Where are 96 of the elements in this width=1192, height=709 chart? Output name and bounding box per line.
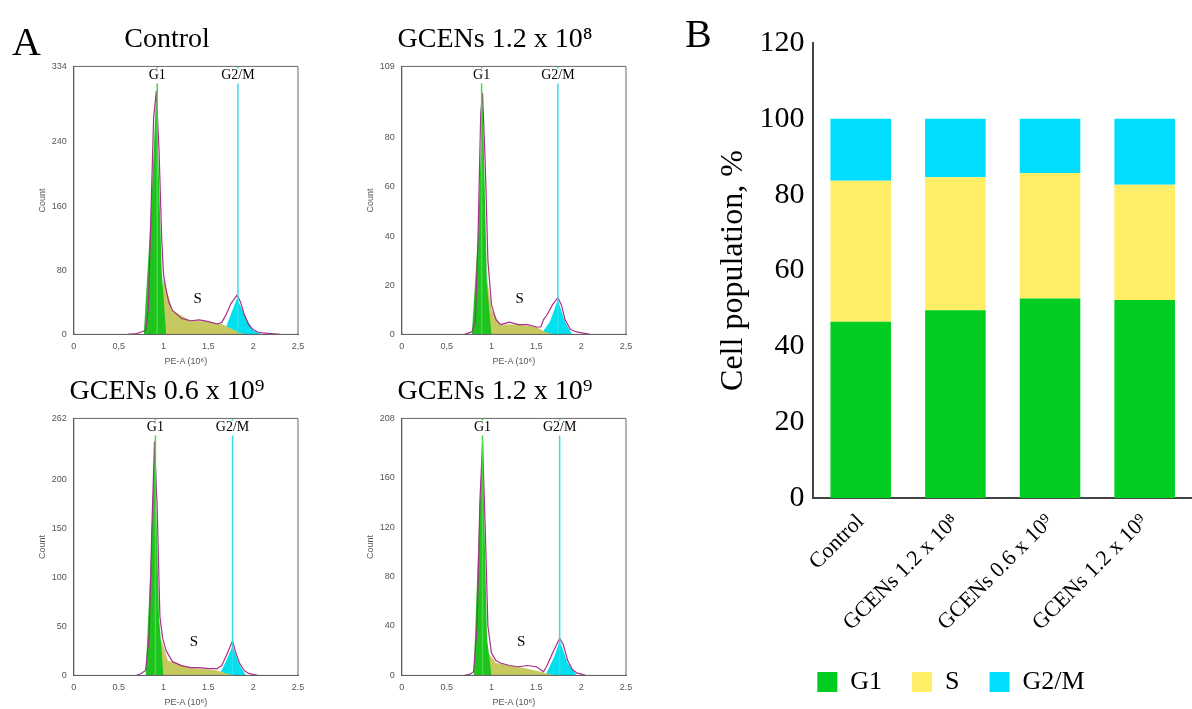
y-tick-label: 160 — [51, 200, 67, 211]
x-tick-label: 1 — [160, 682, 166, 693]
y-tick-label: 20 — [774, 403, 805, 437]
x-tick-label: 2 — [250, 682, 256, 693]
x-axis-title: PE-A (10⁶) — [492, 356, 536, 367]
ref-line-label: G1 — [148, 67, 166, 83]
y-axis-title: Count — [36, 534, 47, 559]
y-tick-label: 150 — [51, 522, 67, 533]
x-tick-label: 0.5 — [440, 682, 453, 693]
ref-line-label: G1 — [146, 419, 164, 435]
y-tick-label: 0 — [789, 478, 805, 512]
y-tick-label: 160 — [379, 472, 395, 483]
y-tick-label: 120 — [759, 23, 805, 57]
bar — [925, 310, 986, 499]
y-axis-title: Cell population, % — [712, 150, 749, 391]
y-tick-label: 120 — [379, 521, 395, 532]
ref-line-label: G2/M — [215, 419, 250, 435]
x-axis-title: PE-A (10⁶) — [492, 697, 536, 708]
y-tick-label: 262 — [51, 412, 67, 423]
y-tick-label: 208 — [379, 412, 395, 423]
bar — [1114, 184, 1175, 301]
y-tick-label: 0 — [61, 669, 67, 680]
x-tick-label: 1,5 — [530, 341, 543, 352]
chart-title: GCENs 1.2 x 10⁹ — [396, 374, 594, 406]
y-tick-label: 80 — [384, 132, 395, 143]
bar — [830, 118, 892, 181]
x-tick-label: 2 — [250, 341, 256, 352]
bar — [925, 177, 986, 311]
x-tick-label: 1 — [160, 341, 166, 352]
bar — [830, 321, 892, 499]
y-axis-title: Count — [36, 187, 47, 213]
y-tick-label: 109 — [379, 60, 395, 71]
x-tick-label: 0.5 — [112, 682, 125, 693]
x-tick-label: 2,5 — [619, 341, 633, 352]
y-tick-label: 50 — [56, 620, 67, 631]
chart-title: GCENs 0.6 x 10⁹ — [68, 374, 266, 406]
bar — [1019, 173, 1081, 299]
x-tick-label: 1 — [488, 682, 494, 693]
x-tick-label: 0 — [71, 682, 77, 693]
ref-line-label: G1 — [473, 67, 491, 83]
y-axis-title: Count — [364, 534, 375, 559]
x-tick-label: 2.5 — [619, 682, 633, 693]
annotation: S — [189, 632, 199, 649]
x-tick-label: 0 — [399, 341, 405, 352]
x-tick-label: 2 — [578, 341, 584, 352]
y-tick-label: 0 — [389, 669, 395, 680]
text: B — [685, 10, 712, 57]
x-tick-label: 0 — [71, 341, 77, 352]
ref-line-label: G2/M — [221, 67, 256, 83]
text: A — [12, 18, 41, 65]
x-tick-label: 2 — [578, 682, 584, 693]
y-tick-label: 100 — [759, 99, 805, 133]
x-axis-title: PE-A (10⁶) — [164, 356, 208, 367]
y-tick-label: 80 — [774, 175, 805, 209]
y-tick-label: 20 — [384, 279, 395, 290]
bar — [925, 118, 986, 178]
bar — [1114, 300, 1175, 499]
y-tick-label: 334 — [51, 60, 67, 71]
x-tick-label: 1,5 — [202, 341, 215, 352]
legend-label: G2/M — [1022, 665, 1085, 695]
y-tick-label: 40 — [774, 327, 805, 361]
x-tick-label: 1 — [488, 341, 494, 352]
y-tick-label: 240 — [51, 136, 67, 147]
y-tick-label: 80 — [384, 571, 395, 582]
y-tick-label: 40 — [384, 230, 395, 241]
legend-label: G1 — [850, 665, 883, 695]
y-tick-label: 60 — [774, 251, 805, 285]
x-tick-label: 1.5 — [530, 682, 543, 693]
y-tick-label: 40 — [384, 620, 395, 631]
x-tick-label: 2,5 — [291, 341, 305, 352]
legend-label: S — [945, 665, 960, 695]
annotation: S — [193, 290, 202, 307]
y-tick-label: 0 — [61, 328, 67, 339]
y-axis-title: Count — [364, 187, 375, 213]
x-tick-label: 2.5 — [291, 682, 305, 693]
bar — [1019, 118, 1081, 174]
chart-title: Control — [124, 22, 210, 53]
ref-line-label: G2/M — [542, 419, 577, 435]
ref-line-label: G2/M — [541, 67, 576, 83]
chart-title: GCENs 1.2 x 10⁸ — [396, 22, 594, 54]
bar — [1019, 298, 1081, 499]
x-tick-label: 1.5 — [202, 682, 215, 693]
x-tick-label: 0,5 — [112, 341, 125, 352]
x-axis-title: PE-A (10⁶) — [164, 697, 208, 708]
bar — [830, 180, 892, 322]
x-tick-label: 0,5 — [440, 341, 453, 352]
annotation: S — [516, 632, 526, 649]
x-tick-label: 0 — [399, 682, 405, 693]
ref-line-label: G1 — [473, 419, 492, 435]
y-tick-label: 200 — [51, 473, 67, 484]
bar — [1114, 118, 1175, 185]
y-tick-label: 0 — [389, 328, 395, 339]
y-tick-label: 60 — [384, 181, 395, 192]
y-tick-label: 80 — [56, 264, 67, 275]
y-tick-label: 100 — [51, 571, 67, 582]
annotation: S — [515, 290, 524, 307]
